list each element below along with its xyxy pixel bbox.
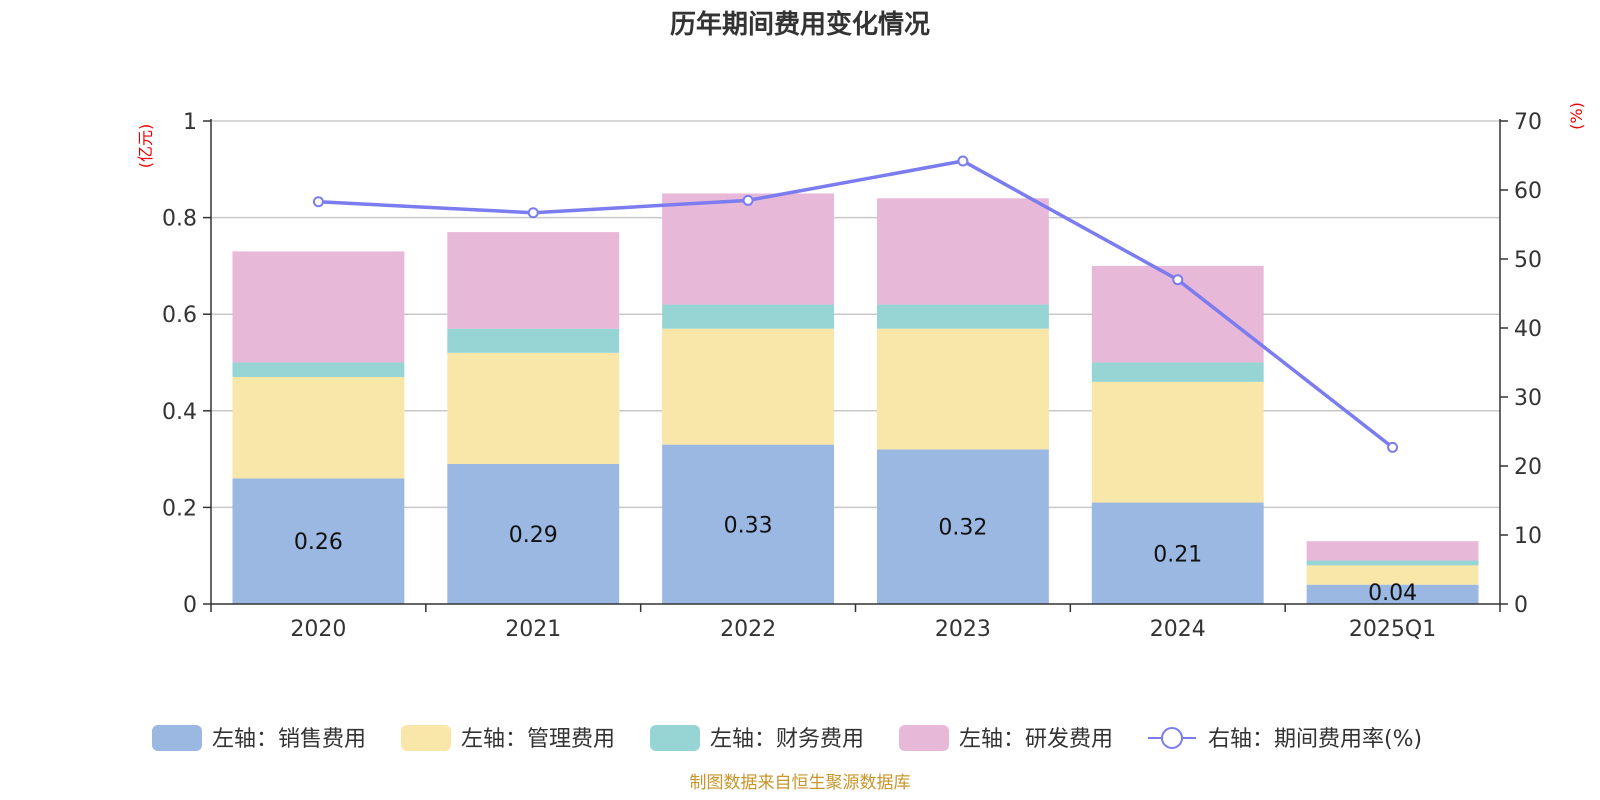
chart-title: 历年期间费用变化情况 xyxy=(670,9,930,40)
x-tick-label: 2022 xyxy=(720,617,776,642)
bar-segment xyxy=(876,304,1049,329)
bar-segment xyxy=(662,193,835,305)
bar-segment xyxy=(1091,502,1264,604)
bar-segment xyxy=(1306,584,1479,604)
bar-segment xyxy=(1091,362,1264,382)
bar-segment xyxy=(232,362,405,377)
bar-data-label: 0.32 xyxy=(938,516,987,541)
rate-line-point xyxy=(742,194,754,206)
x-tick-label: 2024 xyxy=(1150,617,1206,642)
bar-segment xyxy=(662,328,835,445)
legend-label: 右轴：期间费用率(%) xyxy=(1208,727,1422,752)
bar-data-label: 0.29 xyxy=(509,523,558,548)
right-tick-label: 0 xyxy=(1514,593,1528,618)
right-tick-label: 40 xyxy=(1514,317,1542,342)
legend-swatch xyxy=(401,725,451,751)
legend-line-marker xyxy=(1161,727,1183,749)
bar-segment xyxy=(232,376,405,479)
bar-data-label: 0.04 xyxy=(1368,581,1417,606)
right-axis-unit: (%) xyxy=(1567,102,1586,130)
rate-line-point xyxy=(957,155,969,167)
left-axis-unit: (亿元) xyxy=(136,124,155,169)
bar-segment xyxy=(876,328,1049,450)
right-tick-label: 70 xyxy=(1514,110,1542,135)
bar-segment xyxy=(447,328,620,353)
x-tick-label: 2025Q1 xyxy=(1349,617,1436,642)
right-tick-label: 20 xyxy=(1514,455,1542,480)
left-tick-label: 0 xyxy=(183,593,197,618)
right-tick-label: 50 xyxy=(1514,248,1542,273)
legend-swatch xyxy=(899,725,949,751)
bars: 0.26 0.29 0.33 0.32 0.21 0.04 xyxy=(232,193,1479,606)
right-tick-label: 30 xyxy=(1514,386,1542,411)
bar-segment xyxy=(232,478,405,604)
gridlines xyxy=(211,120,1500,509)
bar-data-label: 0.26 xyxy=(294,530,343,555)
left-tick-label: 0.4 xyxy=(162,400,197,425)
bar-segment xyxy=(1306,565,1479,585)
left-tick-label: 1 xyxy=(183,110,197,135)
bar-segment xyxy=(447,463,620,604)
left-tick-label: 0.6 xyxy=(162,303,197,328)
bar-segment xyxy=(232,251,405,363)
legend-label: 左轴：财务费用 xyxy=(710,727,864,752)
rate-line-point xyxy=(1387,441,1399,453)
bar-data-label: 0.21 xyxy=(1153,542,1202,567)
source-note: 制图数据来自恒生聚源数据库 xyxy=(690,773,911,793)
rate-line-point xyxy=(1172,274,1184,286)
rate-line xyxy=(312,155,1399,453)
bar-segment xyxy=(1091,381,1264,503)
legend-swatch xyxy=(650,725,700,751)
legend-swatch xyxy=(152,725,202,751)
bar-segment xyxy=(876,449,1049,604)
legend: 左轴：销售费用 左轴：管理费用 左轴：财务费用 左轴：研发费用 右轴：期间费用率(%) xyxy=(152,725,1422,752)
legend-label: 左轴：销售费用 xyxy=(212,727,366,752)
bar-segment xyxy=(447,352,620,464)
bar-segment xyxy=(1306,560,1479,566)
bar-segment xyxy=(1306,541,1479,561)
bar-segment xyxy=(662,444,835,604)
left-tick-label: 0.8 xyxy=(162,207,197,232)
rate-line-point xyxy=(312,196,324,208)
legend-label: 左轴：研发费用 xyxy=(959,727,1113,752)
x-tick-label: 2021 xyxy=(505,617,561,642)
rate-line-path xyxy=(318,159,1394,449)
bar-segment xyxy=(876,198,1049,305)
x-tick-label: 2023 xyxy=(935,617,991,642)
legend-label: 左轴：管理费用 xyxy=(461,727,615,752)
x-tick-label: 2020 xyxy=(290,617,346,642)
bar-segment xyxy=(662,304,835,329)
bar-data-label: 0.33 xyxy=(724,513,773,538)
left-tick-label: 0.2 xyxy=(162,496,197,521)
right-tick-label: 10 xyxy=(1514,524,1542,549)
rate-line-point xyxy=(527,207,539,219)
bar-segment xyxy=(447,232,620,329)
right-tick-label: 60 xyxy=(1514,179,1542,204)
